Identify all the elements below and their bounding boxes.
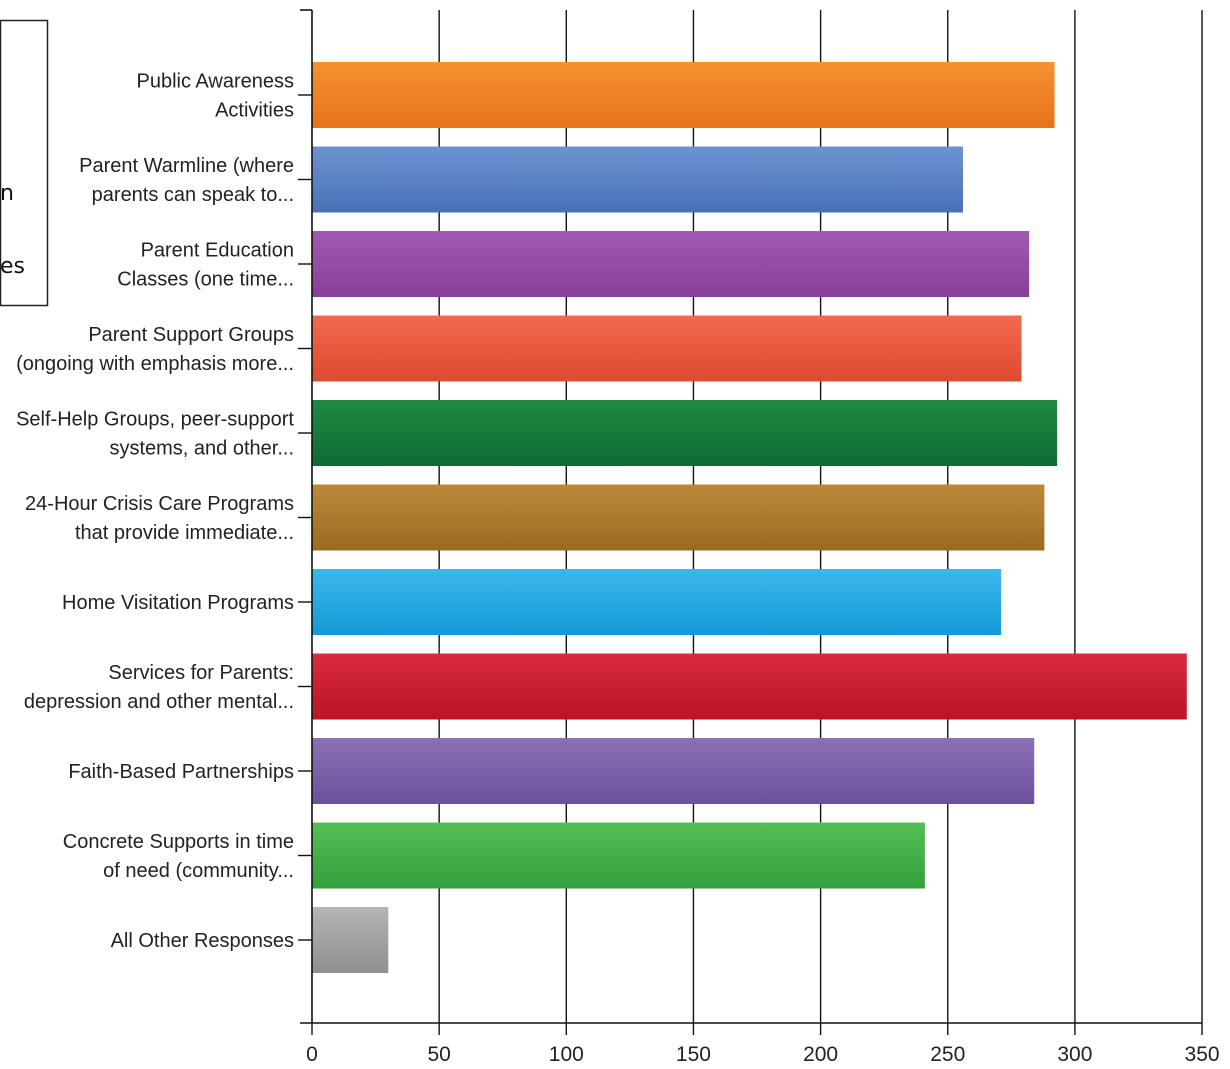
category-label: Activities [215, 100, 294, 122]
note-box-line: n [0, 181, 14, 206]
x-tick-label: 300 [1057, 1043, 1092, 1066]
category-label: Parent Support Groups [88, 324, 294, 346]
bar [312, 315, 1022, 382]
category-label: of need (community... [103, 860, 294, 882]
bar [312, 400, 1058, 466]
bar [312, 484, 1045, 551]
category-label: depression and other mental... [24, 691, 294, 713]
bars [312, 62, 1187, 973]
note-box: n es [0, 19, 49, 307]
category-label: (ongoing with emphasis more... [16, 353, 294, 375]
category-label: Self-Help Groups, peer-support [16, 409, 294, 431]
category-label: Parent Warmline (where [79, 155, 294, 177]
category-label: All Other Responses [111, 930, 294, 952]
category-label: Concrete Supports in time [63, 831, 294, 853]
bar [312, 231, 1030, 297]
bar [312, 738, 1035, 804]
x-tick-label: 0 [306, 1043, 318, 1066]
axes [298, 9, 1203, 1035]
category-label: Home Visitation Programs [62, 592, 294, 614]
bar [312, 146, 964, 213]
category-label: systems, and other... [109, 438, 294, 460]
category-label: that provide immediate... [75, 522, 294, 544]
category-label: 24-Hour Crisis Care Programs [25, 493, 294, 515]
x-tick-label: 250 [930, 1043, 965, 1066]
x-tick-label: 50 [427, 1043, 450, 1066]
x-tick-label: 150 [676, 1043, 711, 1066]
category-label: Parent Education [141, 240, 294, 262]
bar [312, 569, 1002, 635]
bar [312, 907, 389, 973]
category-label: Classes (one time... [117, 269, 294, 291]
bar [312, 822, 925, 889]
category-label: parents can speak to... [92, 184, 294, 206]
bar [312, 653, 1187, 720]
note-box-border [0, 19, 49, 307]
category-labels: Public Awareness Activities Parent Warmlin… [16, 71, 294, 953]
category-label: Faith-Based Partnerships [68, 761, 294, 783]
note-box-line: es [0, 254, 25, 279]
x-tick-label: 200 [803, 1043, 838, 1066]
category-label: Public Awareness [137, 71, 295, 93]
x-tick-label: 100 [549, 1043, 584, 1066]
category-label: Services for Parents: [108, 662, 294, 684]
x-tick-labels: 0 50 100 150 200 250 300 350 [306, 1043, 1219, 1066]
bar [312, 62, 1055, 128]
x-tick-label: 350 [1185, 1043, 1220, 1066]
